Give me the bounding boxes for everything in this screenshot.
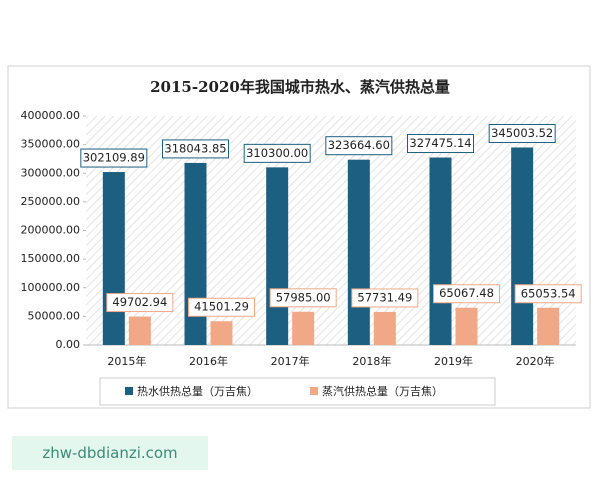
y-tick-label: 350000.00: [21, 138, 81, 151]
legend-swatch: [310, 387, 318, 395]
bar: [292, 311, 315, 345]
bar: [266, 167, 289, 345]
data-label: 41501.29: [194, 300, 249, 314]
legend-swatch: [125, 387, 133, 395]
data-label-box: [488, 123, 556, 143]
bar: [347, 159, 370, 345]
y-tick-label: 100000.00: [21, 281, 81, 294]
chart-title: 2015-2020年我国城市热水、蒸汽供热总量: [150, 78, 450, 96]
data-label: 323664.60: [328, 138, 390, 152]
y-tick-label: 200000.00: [21, 224, 81, 237]
data-label: 310300.00: [246, 146, 308, 160]
y-tick-label: 300000.00: [21, 166, 81, 179]
x-tick-label: 2018年: [352, 354, 391, 368]
data-label-box: [433, 284, 500, 304]
legend-box: [99, 377, 496, 406]
x-tick-label: 2015年: [107, 354, 146, 368]
y-tick-label: 150000.00: [21, 252, 81, 265]
data-label-box: [514, 284, 582, 304]
data-label: 327475.14: [409, 136, 471, 150]
data-label: 57731.49: [357, 290, 412, 304]
x-tick-label: 2017年: [271, 354, 310, 368]
x-tick-label: 2019年: [434, 354, 473, 368]
y-tick-label: 400000.00: [21, 109, 81, 122]
data-label-box: [325, 136, 393, 156]
bar: [373, 311, 396, 345]
bar: [429, 157, 452, 345]
data-label-box: [106, 293, 174, 313]
data-label-box: [269, 288, 337, 308]
data-label-box: [188, 297, 255, 317]
data-label: 65067.48: [439, 286, 494, 300]
bar: [102, 172, 125, 345]
bar: [455, 307, 478, 345]
x-tick-label: 2020年: [516, 354, 555, 368]
data-label-box: [80, 148, 148, 168]
data-label-box: [243, 143, 311, 163]
bar: [184, 162, 207, 345]
bar: [210, 321, 233, 345]
data-label: 49702.94: [112, 295, 167, 309]
legend-label: 热水供热总量（万吉焦）: [137, 384, 258, 398]
data-label-box: [407, 134, 474, 154]
watermark: zhw-dbdianzi.com: [12, 436, 208, 470]
x-tick-label: 2016年: [189, 354, 228, 368]
data-label-box: [351, 288, 419, 308]
bar: [128, 316, 151, 345]
data-label-box: [162, 139, 229, 159]
bar: [537, 307, 560, 345]
data-label: 345003.52: [491, 126, 553, 140]
data-label: 302109.89: [83, 151, 145, 165]
y-tick-label: 50000.00: [28, 309, 81, 322]
data-label: 65053.54: [521, 286, 576, 300]
data-label: 57985.00: [276, 290, 331, 304]
legend-label: 蒸汽供热总量（万吉焦）: [322, 384, 443, 398]
data-label: 318043.85: [164, 141, 226, 155]
y-tick-label: 0.00: [56, 338, 81, 351]
bar: [511, 147, 534, 345]
y-tick-label: 250000.00: [21, 195, 81, 208]
